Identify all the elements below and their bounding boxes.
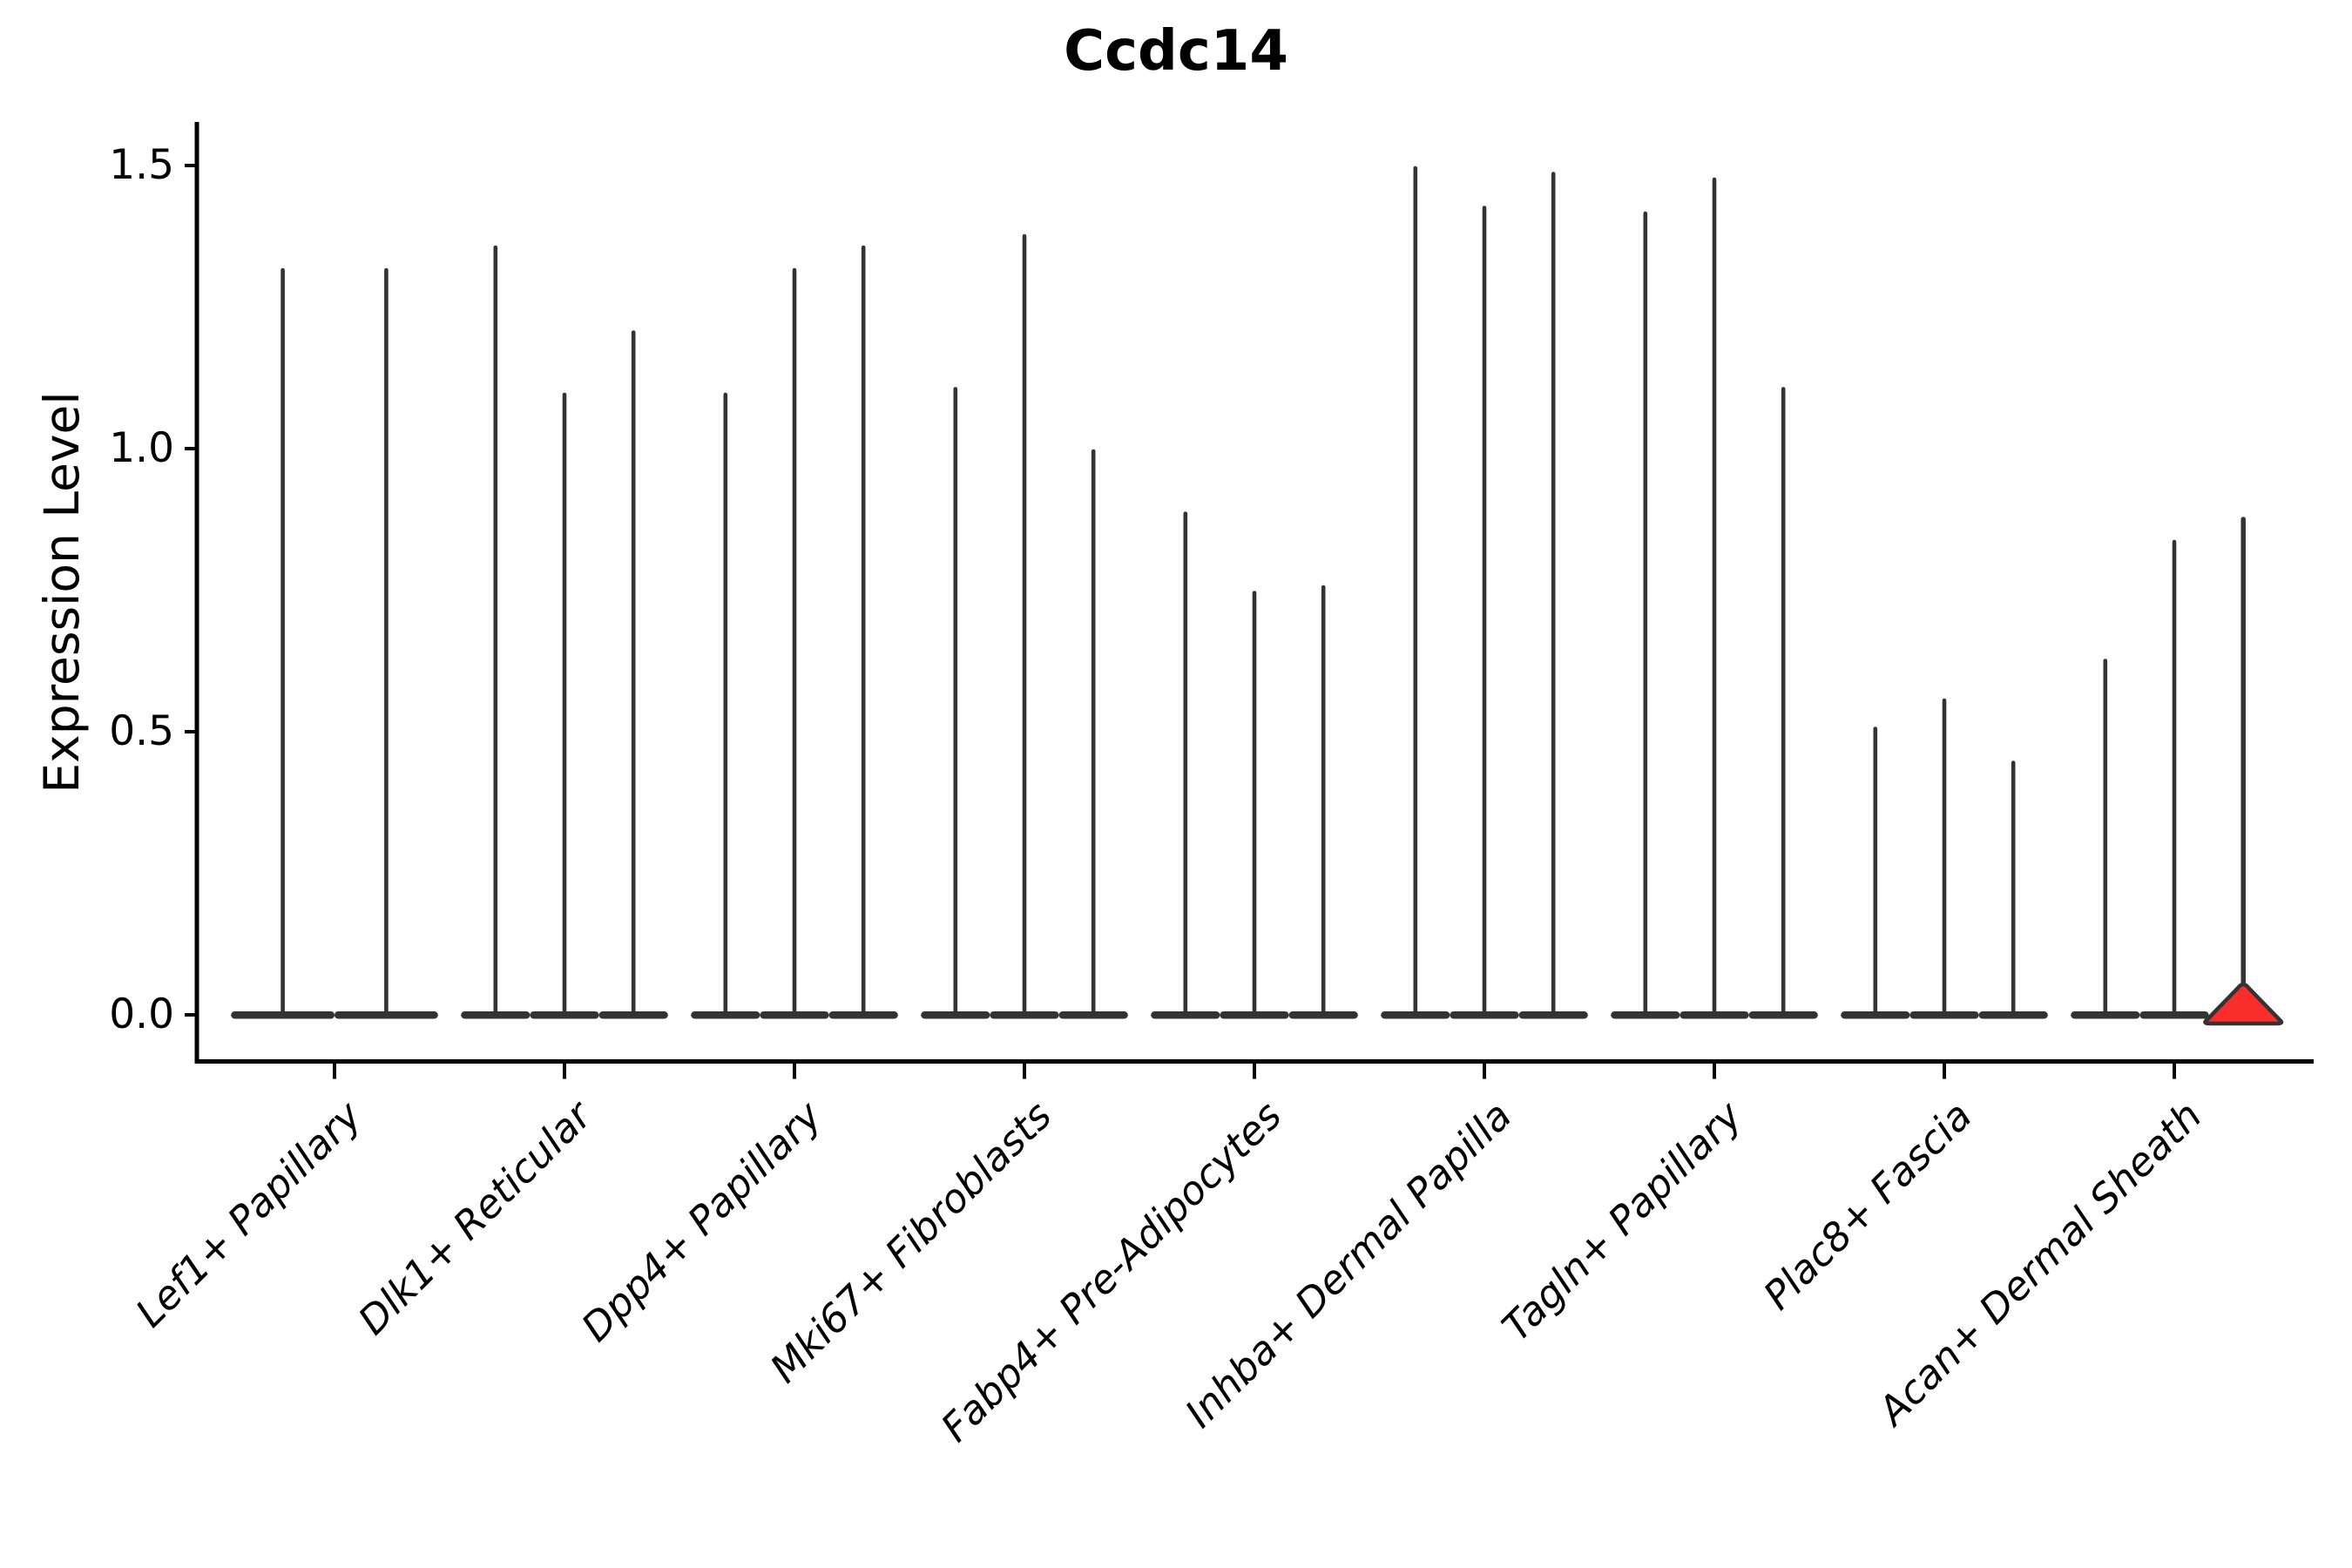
violin-body xyxy=(760,1011,829,1019)
violin-body xyxy=(461,1011,531,1019)
y-tick-label: 0.5 xyxy=(109,707,174,755)
violin-body xyxy=(1909,1011,1979,1019)
violin-body xyxy=(1680,1011,1749,1019)
y-tick-label: 1.5 xyxy=(109,141,174,189)
y-tick-label: 0.0 xyxy=(109,990,174,1038)
violin-body xyxy=(828,1011,898,1019)
violin-body xyxy=(1151,1011,1220,1019)
violin-body xyxy=(335,1011,438,1019)
violin-body xyxy=(691,1011,760,1019)
y-tick-label: 1.0 xyxy=(109,424,174,472)
violin-body xyxy=(530,1011,599,1019)
violin-body xyxy=(1978,1011,2048,1019)
violin-body xyxy=(1518,1011,1588,1019)
violin-body xyxy=(1450,1011,1519,1019)
violin-body xyxy=(1611,1011,1680,1019)
chart-title: Ccdc14 xyxy=(1064,19,1288,84)
violin-body xyxy=(231,1011,335,1019)
violin-body xyxy=(1058,1011,1128,1019)
violin-body xyxy=(921,1011,990,1019)
violin-body xyxy=(1220,1011,1289,1019)
violin-body xyxy=(1841,1011,1910,1019)
violin-body xyxy=(990,1011,1059,1019)
violin-body xyxy=(1748,1011,1818,1019)
violin-body xyxy=(1381,1011,1450,1019)
violin-body-highlight xyxy=(2203,982,2284,1026)
violin-body xyxy=(2071,1011,2140,1019)
violin-body xyxy=(2139,1011,2209,1019)
violin-body xyxy=(1288,1011,1358,1019)
violin-body xyxy=(598,1011,668,1019)
